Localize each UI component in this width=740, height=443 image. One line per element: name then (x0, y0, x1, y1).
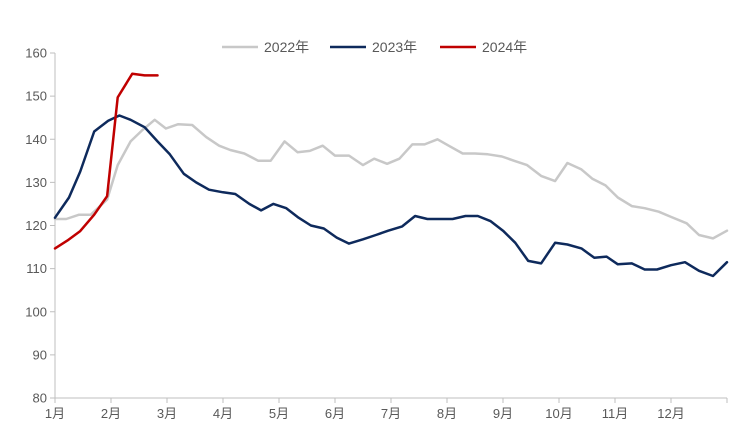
x-tick-label: 6月 (325, 406, 345, 421)
x-tick-label: 5月 (269, 406, 289, 421)
y-tick-label: 110 (26, 261, 47, 276)
x-tick-label: 8月 (437, 406, 457, 421)
x-tick-label: 4月 (213, 406, 233, 421)
series-line-1 (53, 114, 729, 278)
legend: 2022年 2023年 2024年 (222, 39, 527, 55)
y-tick-label: 140 (25, 132, 47, 147)
x-tick-label: 11月 (602, 406, 629, 421)
x-axis: 1月 2月 3月 4月 5月 6月 7月 8月 9月 10月 11月 12月 (45, 397, 728, 421)
x-tick-label: 3月 (157, 406, 177, 421)
y-tick-label: 80 (33, 391, 47, 406)
x-tick-label: 10月 (545, 406, 572, 421)
legend-label: 2024年 (482, 39, 527, 55)
y-tick-label: 120 (25, 218, 47, 233)
x-tick-label: 12月 (657, 406, 684, 421)
y-tick-label: 160 (25, 46, 47, 61)
x-tick-label: 1月 (45, 406, 65, 421)
legend-label: 2023年 (372, 39, 417, 55)
x-tick-label: 2月 (101, 406, 121, 421)
x-tick-label: 9月 (493, 406, 513, 421)
y-tick-label: 100 (25, 304, 47, 319)
y-tick-label: 90 (33, 347, 47, 362)
x-tick-label: 7月 (381, 406, 401, 421)
y-axis: 80 90 100 110 120 130 140 150 160 (25, 46, 56, 406)
series-line-2 (53, 72, 159, 250)
y-tick-label: 150 (25, 89, 47, 104)
series-line-0 (53, 118, 729, 240)
plot-area (53, 72, 729, 278)
legend-label: 2022年 (264, 39, 309, 55)
y-tick-label: 130 (25, 175, 47, 190)
